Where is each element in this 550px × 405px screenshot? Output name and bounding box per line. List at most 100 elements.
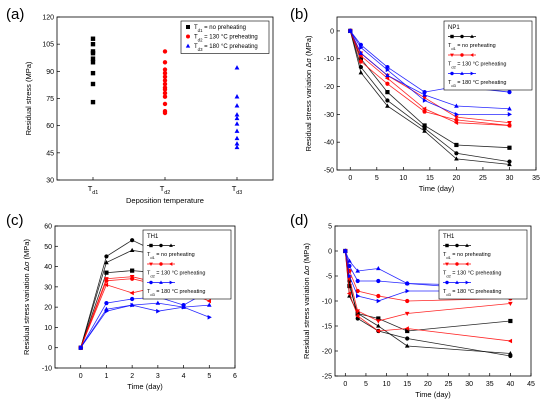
y-tick-label: -5	[326, 274, 332, 281]
y-tick-label: -20	[322, 349, 332, 356]
y-tick-label: -40	[324, 140, 334, 147]
marker-right	[422, 98, 428, 103]
chart-panel-a: 30 45 60 75 90 105 120 Td1 Td2 Td3 Deposition temp…	[24, 15, 274, 205]
marker-triangle	[422, 92, 427, 97]
legend-title: TH1	[443, 234, 455, 240]
marker-square	[450, 34, 454, 39]
y-tick-label: 30	[44, 284, 52, 291]
marker-square	[90, 51, 96, 56]
y-tick-label: 90	[46, 69, 54, 76]
marker-right	[130, 302, 135, 308]
marker-right	[169, 280, 174, 285]
marker-triangle	[355, 268, 361, 273]
marker-square	[507, 145, 512, 150]
marker-triangle	[454, 103, 459, 108]
marker-circle	[355, 278, 360, 284]
marker-triangle	[454, 156, 459, 161]
marker-triangle	[507, 106, 512, 111]
marker-right	[385, 67, 390, 73]
marker-square	[90, 56, 96, 61]
marker-circle	[450, 71, 454, 76]
marker-circle	[507, 90, 512, 95]
marker-triangle	[234, 135, 240, 141]
marker-down	[355, 309, 361, 314]
marker-right	[376, 298, 381, 304]
marker-triangle	[376, 323, 381, 328]
marker-down	[508, 301, 513, 307]
panel-label-c: (c)	[6, 212, 24, 229]
x-axis-label: Time (day)	[419, 184, 455, 193]
y-tick-label: 0	[328, 249, 332, 256]
marker-square	[130, 268, 135, 273]
marker-square	[90, 60, 96, 65]
marker-triangle	[234, 121, 240, 126]
legend-entry-label: Td1 = no preheating	[448, 43, 496, 51]
x-tick-label: 1	[104, 373, 108, 380]
marker-triangle	[234, 141, 240, 146]
marker-right	[470, 71, 475, 76]
marker-circle	[162, 87, 168, 92]
marker-left	[404, 326, 409, 331]
legend-entry-label: Td3 = 180 °C preheating	[448, 80, 506, 88]
x-tick-label: 4	[182, 373, 186, 380]
x-tick-label: 5	[207, 373, 211, 380]
marker-circle	[422, 126, 427, 131]
marker-square	[422, 123, 427, 128]
marker-triangle	[460, 71, 464, 75]
marker-circle	[159, 243, 163, 248]
legend-entry-label: Td1 = no preheating	[194, 25, 246, 33]
legend-entry-label: Td3 = 180 °C preheating	[147, 289, 205, 297]
marker-triangle	[185, 43, 191, 48]
x-tick-label: 15	[426, 175, 434, 182]
x-tick-label: 20	[453, 175, 461, 182]
marker-circle	[162, 94, 168, 99]
legend: NP1 Td1 = no preheating Td2 = 130 °C prehe…	[443, 20, 533, 91]
marker-triangle	[234, 103, 240, 108]
marker-triangle	[404, 343, 410, 348]
marker-triangle	[234, 128, 240, 133]
x-tick-label: 30	[465, 381, 473, 388]
y-tick-label: 60	[44, 224, 52, 231]
x-tick-label: 10	[399, 175, 407, 182]
marker-circle	[385, 98, 390, 103]
legend-entry-label: Td2 = 130 °C preheating	[194, 35, 258, 43]
y-tick-label: 0	[48, 345, 52, 352]
legend-entry-label: Td2 = 130 °C preheating	[147, 271, 205, 279]
marker-circle	[162, 67, 168, 72]
marker-circle	[355, 288, 360, 294]
marker-circle	[162, 74, 168, 79]
marker-square	[376, 316, 381, 321]
y-tick-label: 105	[42, 42, 54, 49]
marker-square	[454, 142, 459, 148]
x-axis-label: Time (day)	[415, 390, 451, 399]
legend-entry-label: Td2 = 130 °C preheating	[443, 271, 501, 279]
y-tick-label: 30	[46, 178, 54, 185]
x-axis-label: Time (day)	[127, 382, 163, 391]
marker-square	[347, 283, 352, 289]
marker-circle	[445, 280, 449, 285]
x-tick-label: 20	[424, 381, 432, 388]
y-tick-label: 75	[46, 96, 54, 103]
marker-circle	[130, 296, 135, 302]
panel-label-d: (d)	[290, 212, 309, 229]
marker-circle	[104, 254, 109, 259]
x-tick-label: 35	[486, 381, 494, 388]
x-tick-label: 25	[445, 381, 453, 388]
marker-right	[156, 308, 161, 314]
y-tick-label: -30	[324, 112, 334, 119]
marker-triangle	[347, 258, 352, 263]
marker-right	[356, 293, 361, 299]
marker-square	[90, 81, 96, 87]
panel-label-b: (b)	[290, 6, 309, 23]
y-tick-label: 50	[44, 244, 52, 251]
marker-circle	[104, 278, 109, 283]
marker-circle	[149, 280, 153, 285]
marker-right	[181, 304, 187, 310]
y-tick-label: -10	[324, 56, 334, 63]
series-line	[349, 30, 510, 126]
x-tick-label: 3	[156, 373, 160, 380]
marker-right	[343, 248, 348, 254]
marker-triangle	[129, 247, 135, 253]
marker-down	[450, 53, 454, 58]
marker-left	[206, 298, 211, 304]
